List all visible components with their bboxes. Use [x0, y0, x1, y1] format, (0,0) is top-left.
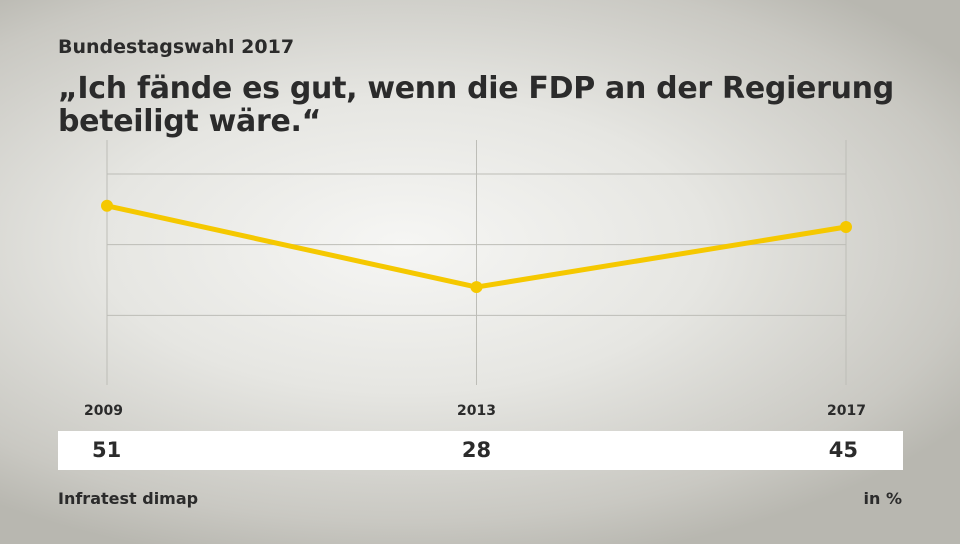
chart-title: „Ich fände es gut, wenn die FDP an der R…: [58, 71, 894, 139]
data-point-2009: [101, 199, 113, 212]
data-point-2017: [840, 221, 852, 233]
value-label-2009: 51: [92, 438, 122, 462]
x-tick-label-2013: 2013: [457, 403, 496, 419]
value-table: 51 28 45: [58, 431, 903, 470]
value-label-2017: 45: [828, 438, 858, 462]
chart-kicker: Bundestagswahl 2017: [58, 36, 295, 58]
x-axis-ticks: 2009 2013 2017: [84, 403, 866, 419]
value-label-2013: 28: [461, 438, 492, 462]
chart-grid: [106, 140, 847, 385]
unit-label: in %: [863, 489, 902, 508]
data-point-2013: [470, 281, 483, 294]
x-tick-label-2017: 2017: [827, 403, 866, 419]
x-tick-label-2009: 2009: [84, 403, 123, 419]
chart-series: [101, 199, 852, 294]
source-label: Infratest dimap: [58, 489, 199, 508]
